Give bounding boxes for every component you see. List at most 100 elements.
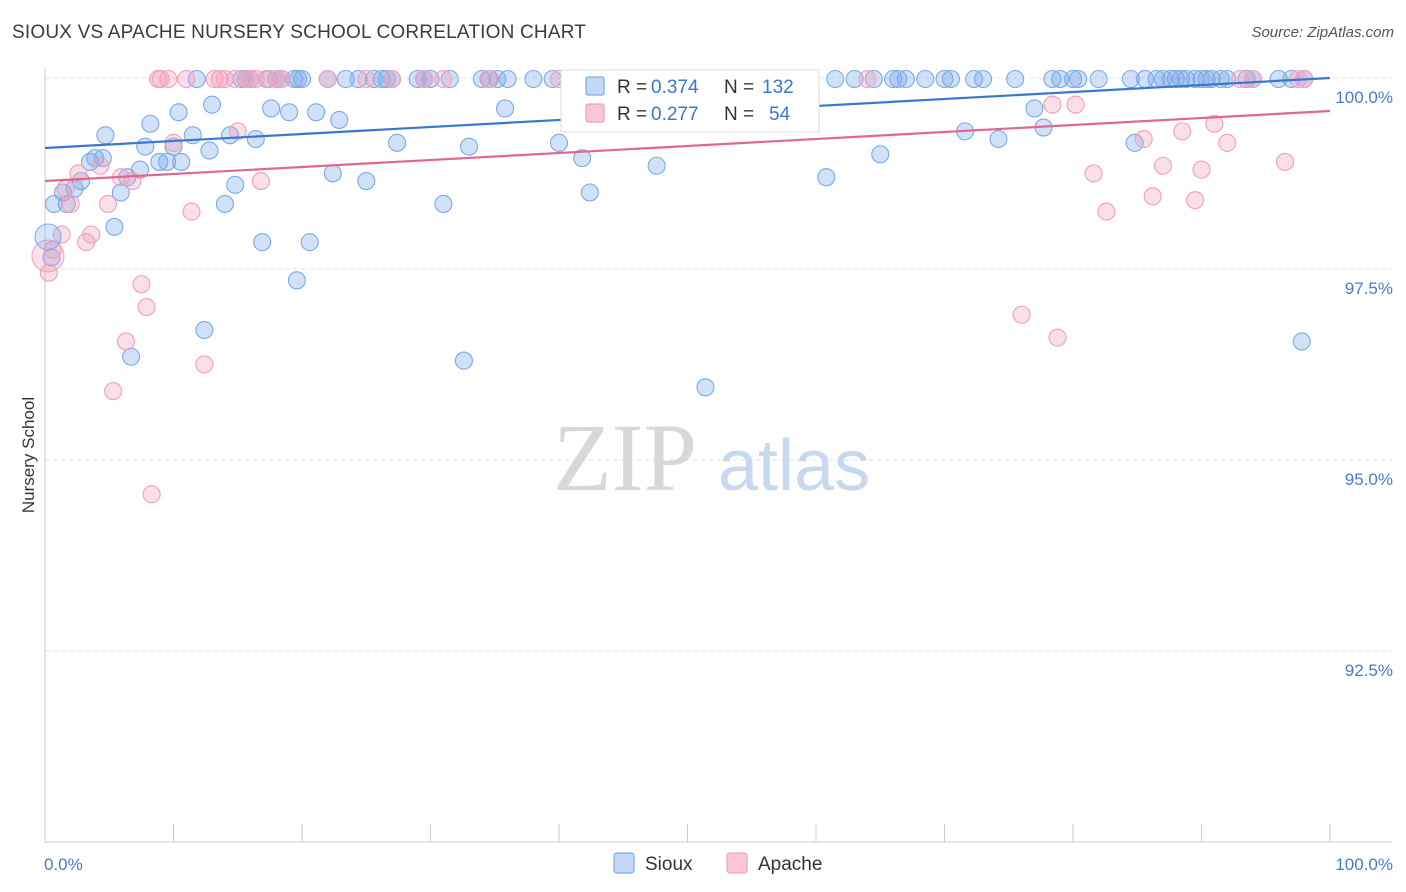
point-apache	[1048, 328, 1067, 347]
x-tick-label: 0.0%	[44, 855, 83, 874]
y-tick-label: 95.0%	[1345, 470, 1393, 489]
point-apache	[1275, 152, 1295, 171]
stats-n-value-sioux: 132	[762, 77, 794, 98]
point-sioux	[96, 126, 115, 145]
point-apache	[479, 69, 498, 89]
point-sioux	[307, 103, 326, 122]
chart-title: SIOUX VS APACHE NURSERY SCHOOL CORRELATI…	[12, 22, 587, 43]
point-sioux	[696, 378, 715, 397]
point-sioux	[253, 233, 272, 252]
point-sioux	[226, 175, 245, 194]
stats-r-value-sioux: 0.374	[651, 77, 699, 98]
point-apache	[1186, 191, 1205, 210]
legend-label-sioux[interactable]: Sioux	[645, 854, 693, 875]
stats-n-value-apache: 54	[769, 104, 791, 125]
point-apache	[1012, 305, 1031, 324]
point-sioux	[364, 69, 384, 89]
tick-labels: 100.0% 97.5% 95.0% 92.5% 0.0% 100.0%	[44, 88, 1393, 874]
point-sioux	[203, 95, 222, 114]
point-sioux	[195, 320, 214, 340]
point-apache	[415, 69, 434, 89]
point-apache	[1143, 187, 1162, 206]
legend-label-apache[interactable]: Apache	[758, 854, 822, 875]
trend-line-apache	[44, 109, 1331, 183]
point-sioux	[323, 164, 342, 183]
point-sioux	[292, 69, 312, 89]
point-apache	[142, 485, 161, 504]
point-apache	[382, 69, 402, 89]
point-sioux	[916, 69, 935, 89]
point-sioux	[440, 69, 459, 89]
watermark-atlas-text: atlas	[718, 426, 870, 506]
point-sioux	[864, 69, 883, 89]
y-tick-label: 100.0%	[1335, 88, 1393, 107]
point-sioux	[935, 69, 954, 89]
legend-swatch-apache[interactable]	[726, 852, 748, 874]
point-sioux	[647, 156, 666, 175]
point-sioux	[377, 69, 396, 89]
point-sioux	[1089, 69, 1108, 89]
point-sioux	[141, 114, 160, 133]
point-sioux	[357, 171, 376, 191]
point-sioux	[1063, 69, 1083, 89]
y-axis-title: Nursery School	[19, 397, 38, 513]
point-apache-large	[31, 239, 65, 273]
point-sioux	[580, 183, 599, 202]
point-sioux	[434, 194, 453, 214]
point-sioux	[349, 69, 368, 89]
point-sioux	[215, 194, 234, 214]
stats-legend-swatch-sioux	[585, 76, 605, 96]
point-apache	[241, 69, 260, 89]
point-sioux	[187, 69, 206, 89]
point-apache	[116, 332, 136, 351]
point-sioux	[524, 69, 543, 89]
point-sioux	[421, 69, 440, 89]
stats-n-label-apache: N =	[724, 104, 754, 125]
point-apache	[256, 69, 276, 89]
point-sioux	[372, 69, 391, 89]
point-sioux	[573, 149, 592, 168]
point-apache	[205, 69, 224, 89]
point-apache	[858, 69, 877, 89]
point-sioux	[300, 233, 319, 252]
point-apache	[228, 122, 247, 141]
axes	[44, 68, 1392, 843]
point-sioux	[122, 347, 141, 366]
x-tick-label: 100.0%	[1335, 855, 1393, 874]
point-sioux	[42, 248, 61, 267]
point-apache	[82, 225, 101, 244]
point-apache	[91, 156, 110, 175]
y-tick-label: 92.5%	[1345, 661, 1393, 680]
legend-swatch-sioux[interactable]	[613, 852, 635, 874]
point-apache	[357, 69, 376, 89]
stats-r-label-sioux: R =	[617, 77, 647, 98]
point-sioux	[172, 152, 191, 171]
point-sioux	[498, 69, 517, 89]
stats-r-value-apache: 0.277	[651, 104, 699, 125]
point-sioux	[1121, 69, 1140, 89]
point-sioux	[1043, 69, 1062, 89]
point-sioux	[105, 217, 124, 236]
stats-n-label-sioux: N =	[724, 77, 754, 98]
point-apache	[210, 69, 229, 89]
point-apache	[195, 355, 214, 374]
point-apache	[151, 69, 170, 89]
point-apache	[1043, 95, 1062, 114]
point-sioux	[896, 69, 916, 89]
point-sioux	[136, 137, 155, 156]
point-apache	[177, 69, 196, 89]
point-apache	[236, 69, 255, 89]
point-apache	[137, 298, 156, 317]
point-sioux	[889, 69, 908, 89]
point-apache	[267, 69, 286, 89]
point-apache	[1097, 202, 1116, 221]
point-apache	[318, 69, 337, 89]
point-sioux	[472, 69, 491, 89]
point-sioux	[1171, 69, 1190, 89]
point-apache	[164, 133, 183, 152]
point-sioux	[495, 99, 515, 118]
point-sioux	[941, 69, 960, 89]
point-sioux	[330, 110, 349, 129]
point-sioux	[388, 133, 407, 152]
